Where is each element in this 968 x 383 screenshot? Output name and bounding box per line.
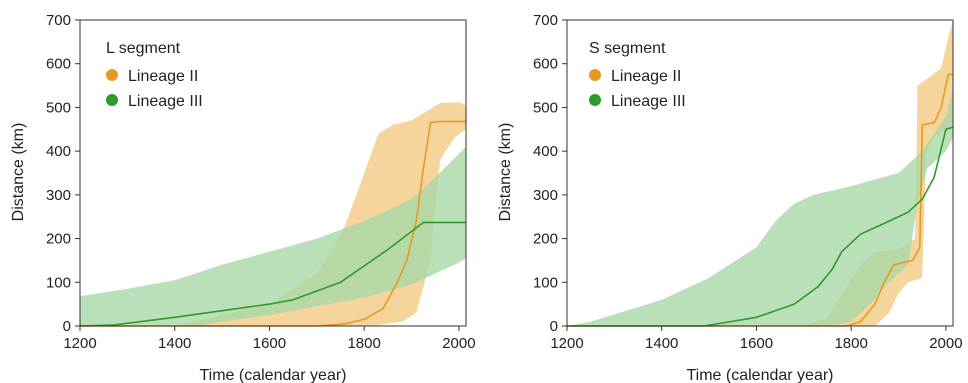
- median-line-layer: [567, 73, 954, 327]
- band-lineage-iii: [567, 89, 953, 327]
- x-tick-label-2000: 2000: [929, 335, 962, 352]
- chart-l-segment: 1200 1400 1600 1800 2000 0 100 200 300 400 500 600 7…: [10, 12, 476, 383]
- median-line-lineage-ii: [80, 120, 466, 327]
- x-tick-label-1800: 1800: [834, 335, 867, 352]
- y-axis-title: Distance (km): [497, 123, 514, 222]
- y-tick-label-0: 0: [550, 318, 558, 335]
- chart-s-segment: 1200 1400 1600 1800 2000 0 100 200 300 400 500 600 7…: [497, 12, 963, 383]
- median-line-lineage-iii: [567, 126, 954, 327]
- x-tick-label-1600: 1600: [740, 335, 773, 352]
- x-tick-label-1200: 1200: [63, 335, 96, 352]
- legend-title: L segment: [106, 40, 181, 57]
- y-tick-label-700: 700: [533, 12, 558, 29]
- y-tick-label-300: 300: [46, 187, 71, 204]
- median-line-lineage-ii: [567, 73, 953, 327]
- legend-marker-lineage-ii: [589, 69, 601, 81]
- legend-entry-lineage-iii: Lineage III: [611, 93, 686, 110]
- x-axis-title: Time (calendar year): [686, 367, 833, 383]
- x-tick-label-1600: 1600: [253, 335, 286, 352]
- x-tick-label-1400: 1400: [158, 335, 191, 352]
- median-line-layer: [79, 120, 466, 327]
- axes-layer: 1200 1400 1600 1800 2000 0 100 200 300 400 500 600 7…: [46, 12, 476, 352]
- legend-marker-lineage-iii: [106, 94, 118, 106]
- y-tick-label-200: 200: [46, 231, 71, 248]
- y-tick-label-400: 400: [46, 143, 71, 160]
- y-tick-label-600: 600: [46, 56, 71, 73]
- band-lineage-iii: [80, 146, 466, 326]
- y-tick-label-600: 600: [533, 56, 558, 73]
- band-layer: [80, 102, 466, 326]
- x-tick-label-1200: 1200: [550, 335, 583, 352]
- y-tick-label-0: 0: [63, 318, 71, 335]
- plot-frame: [566, 19, 954, 327]
- median-line-lineage-iii: [79, 221, 466, 327]
- y-axis-title: Distance (km): [10, 123, 27, 222]
- y-tick-label-100: 100: [46, 274, 71, 291]
- legend-entry-lineage-ii: Lineage II: [128, 68, 198, 85]
- y-tick-label-100: 100: [533, 274, 558, 291]
- y-tick-label-500: 500: [46, 99, 71, 116]
- legend: L segment Lineage II Lineage III: [106, 40, 203, 110]
- legend-marker-lineage-iii: [589, 94, 601, 106]
- x-tick-label-2000: 2000: [442, 335, 475, 352]
- y-tick-label-200: 200: [533, 231, 558, 248]
- legend-title: S segment: [589, 40, 666, 57]
- legend: S segment Lineage II Lineage III: [589, 40, 686, 110]
- x-tick-label-1800: 1800: [347, 335, 380, 352]
- band-layer: [567, 20, 953, 327]
- legend-entry-lineage-ii: Lineage II: [611, 68, 681, 85]
- y-tick-label-700: 700: [46, 12, 71, 29]
- y-tick-label-300: 300: [533, 187, 558, 204]
- axes-layer: 1200 1400 1600 1800 2000 0 100 200 300 400 500 600 7…: [533, 12, 963, 352]
- x-tick-label-1400: 1400: [645, 335, 678, 352]
- y-tick-label-500: 500: [533, 99, 558, 116]
- legend-entry-lineage-iii: Lineage III: [128, 93, 203, 110]
- legend-marker-lineage-ii: [106, 69, 118, 81]
- x-axis-title: Time (calendar year): [199, 367, 346, 383]
- y-tick-label-400: 400: [533, 143, 558, 160]
- plot-frame: [79, 19, 467, 327]
